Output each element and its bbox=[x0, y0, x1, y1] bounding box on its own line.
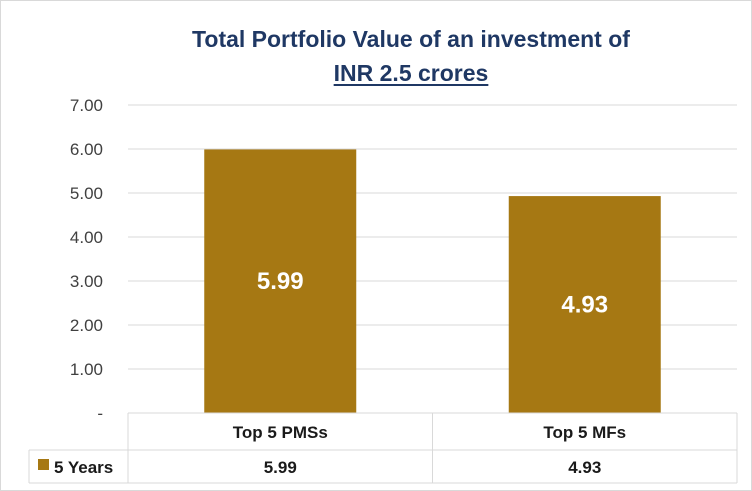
x-category-label: Top 5 PMSs bbox=[233, 423, 328, 442]
y-tick-label: 4.00 bbox=[70, 228, 103, 247]
data-table: Top 5 PMSs 5.99 Top 5 MFs 4.93 5 Years bbox=[28, 412, 738, 484]
y-axis-ticks: - 1.00 2.00 3.00 4.00 5.00 6.00 7.00 bbox=[70, 96, 103, 423]
y-tick-label: 6.00 bbox=[70, 140, 103, 159]
bars: 5.99 4.93 bbox=[204, 149, 661, 413]
y-tick-label: 3.00 bbox=[70, 272, 103, 291]
legend-swatch bbox=[38, 459, 49, 470]
table-value-cell: 5.99 bbox=[264, 458, 297, 477]
legend-series-name: 5 Years bbox=[54, 458, 113, 477]
y-tick-label: 2.00 bbox=[70, 316, 103, 335]
x-category-label: Top 5 MFs bbox=[543, 423, 626, 442]
y-tick-label: 7.00 bbox=[70, 96, 103, 115]
y-tick-label: 1.00 bbox=[70, 360, 103, 379]
bar bbox=[508, 196, 661, 413]
bar bbox=[204, 149, 357, 413]
bar-data-label: 5.99 bbox=[257, 268, 304, 295]
bar-data-label: 4.93 bbox=[561, 292, 608, 319]
chart-title-line2: INR 2.5 crores bbox=[334, 60, 489, 86]
y-tick-label: 5.00 bbox=[70, 184, 103, 203]
chart-title-line1: Total Portfolio Value of an investment o… bbox=[192, 26, 630, 52]
y-tick-label: - bbox=[97, 404, 103, 423]
table-value-cell: 4.93 bbox=[568, 458, 601, 477]
